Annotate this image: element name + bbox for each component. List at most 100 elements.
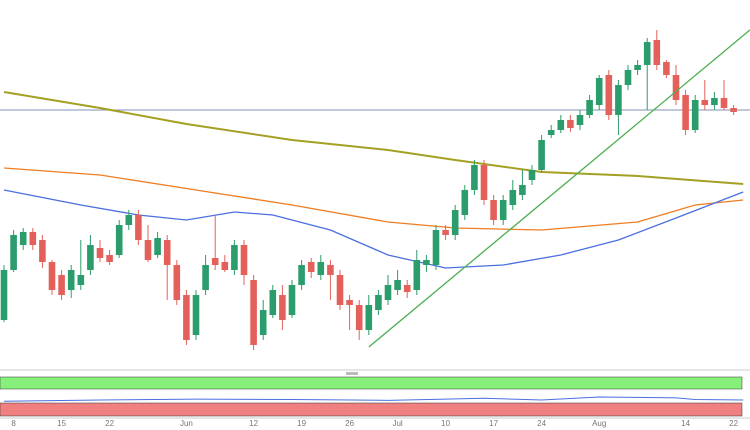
x-tick-label: 24 bbox=[537, 419, 546, 428]
candle-body bbox=[279, 295, 286, 320]
candle-body bbox=[106, 255, 113, 262]
candle-body bbox=[711, 98, 718, 105]
x-tick-label: 14 bbox=[681, 419, 690, 428]
candle-body bbox=[183, 295, 190, 340]
candle-body bbox=[547, 130, 555, 135]
candle-body bbox=[173, 265, 181, 300]
candle-body bbox=[413, 260, 421, 290]
candle-body bbox=[355, 305, 363, 330]
candle-body bbox=[0, 270, 8, 320]
candle-body bbox=[269, 290, 277, 315]
candle-body bbox=[211, 258, 219, 265]
candle-body bbox=[615, 85, 622, 115]
candle-body bbox=[250, 280, 257, 345]
x-tick-label: 19 bbox=[297, 419, 306, 428]
candle-body bbox=[384, 285, 392, 300]
moving-average bbox=[3, 189, 744, 269]
moving-average bbox=[3, 91, 744, 185]
candle-body bbox=[231, 245, 238, 270]
candle-body bbox=[135, 215, 142, 240]
overbought-band bbox=[0, 376, 743, 390]
candle-body bbox=[259, 310, 267, 335]
candle-body bbox=[307, 262, 315, 272]
candle-body bbox=[87, 245, 94, 270]
candle-body bbox=[77, 275, 85, 285]
candle-body bbox=[346, 300, 353, 305]
candle-body bbox=[730, 108, 737, 112]
candle-body bbox=[163, 240, 171, 265]
candle-body bbox=[653, 40, 661, 65]
candle-body bbox=[538, 140, 545, 170]
candle-body bbox=[586, 100, 593, 115]
candle-body bbox=[442, 230, 449, 235]
trendline bbox=[368, 29, 750, 348]
candle-body bbox=[634, 65, 641, 70]
candle-body bbox=[423, 260, 430, 265]
candle-body bbox=[298, 265, 305, 285]
candle-body bbox=[144, 240, 152, 260]
candle-body bbox=[394, 280, 401, 290]
moving-average bbox=[3, 167, 744, 231]
candle-body bbox=[125, 215, 133, 225]
x-tick-label: Jun bbox=[180, 419, 193, 428]
x-tick-label: 15 bbox=[57, 419, 66, 428]
resize-handle[interactable] bbox=[346, 372, 358, 375]
candle-body bbox=[567, 120, 574, 128]
x-tick-label: 26 bbox=[345, 419, 354, 428]
candle-body bbox=[663, 62, 670, 75]
candle-body bbox=[624, 70, 632, 85]
candle-body bbox=[192, 295, 200, 335]
candle-body bbox=[672, 75, 680, 100]
candle-body bbox=[461, 190, 469, 215]
candle-body bbox=[317, 262, 325, 275]
candle-body bbox=[48, 262, 56, 290]
candle-body bbox=[19, 232, 27, 245]
candle-body bbox=[557, 120, 565, 130]
candle-body bbox=[643, 42, 651, 65]
candle-body bbox=[605, 75, 613, 115]
candle-body bbox=[403, 285, 411, 292]
candle-body bbox=[336, 275, 344, 305]
candle-body bbox=[327, 265, 334, 275]
x-tick-label: Aug bbox=[592, 419, 606, 428]
candle-body bbox=[499, 200, 507, 220]
candle-body bbox=[509, 190, 517, 205]
candle-body bbox=[432, 230, 440, 265]
candle-body bbox=[29, 232, 37, 245]
candle-body bbox=[490, 200, 497, 220]
candle-body bbox=[154, 238, 161, 255]
main-panel bbox=[0, 0, 750, 370]
candle-body bbox=[451, 210, 459, 235]
x-tick-label: 12 bbox=[249, 419, 258, 428]
x-tick-label: 10 bbox=[441, 419, 450, 428]
candle-body bbox=[691, 100, 699, 130]
candle-body bbox=[682, 95, 689, 130]
x-tick-label: 17 bbox=[489, 419, 498, 428]
candle-body bbox=[10, 235, 17, 270]
candle-body bbox=[221, 262, 229, 270]
x-tick-label: Jul bbox=[392, 419, 402, 428]
candle-body bbox=[39, 240, 46, 262]
candle-body bbox=[375, 295, 382, 310]
oscillator-line bbox=[3, 396, 744, 402]
candle-body bbox=[202, 265, 209, 290]
candle-body bbox=[288, 285, 296, 315]
candle-body bbox=[528, 170, 536, 180]
x-tick-label: 8 bbox=[11, 419, 16, 428]
candle-body bbox=[115, 225, 123, 255]
candle-body bbox=[58, 275, 65, 295]
candle-body bbox=[595, 78, 603, 105]
candle-body bbox=[240, 245, 248, 275]
x-tick-label: 22 bbox=[105, 419, 114, 428]
candle-body bbox=[701, 100, 709, 105]
candle-body bbox=[365, 305, 373, 330]
candle-body bbox=[576, 115, 584, 125]
candle-body bbox=[471, 165, 478, 190]
candle-body bbox=[720, 98, 728, 108]
oversold-band bbox=[0, 402, 743, 417]
candle-body bbox=[480, 165, 488, 200]
candle-body bbox=[519, 185, 526, 195]
candle-body bbox=[67, 270, 75, 290]
x-tick-label: 22 bbox=[729, 419, 738, 428]
